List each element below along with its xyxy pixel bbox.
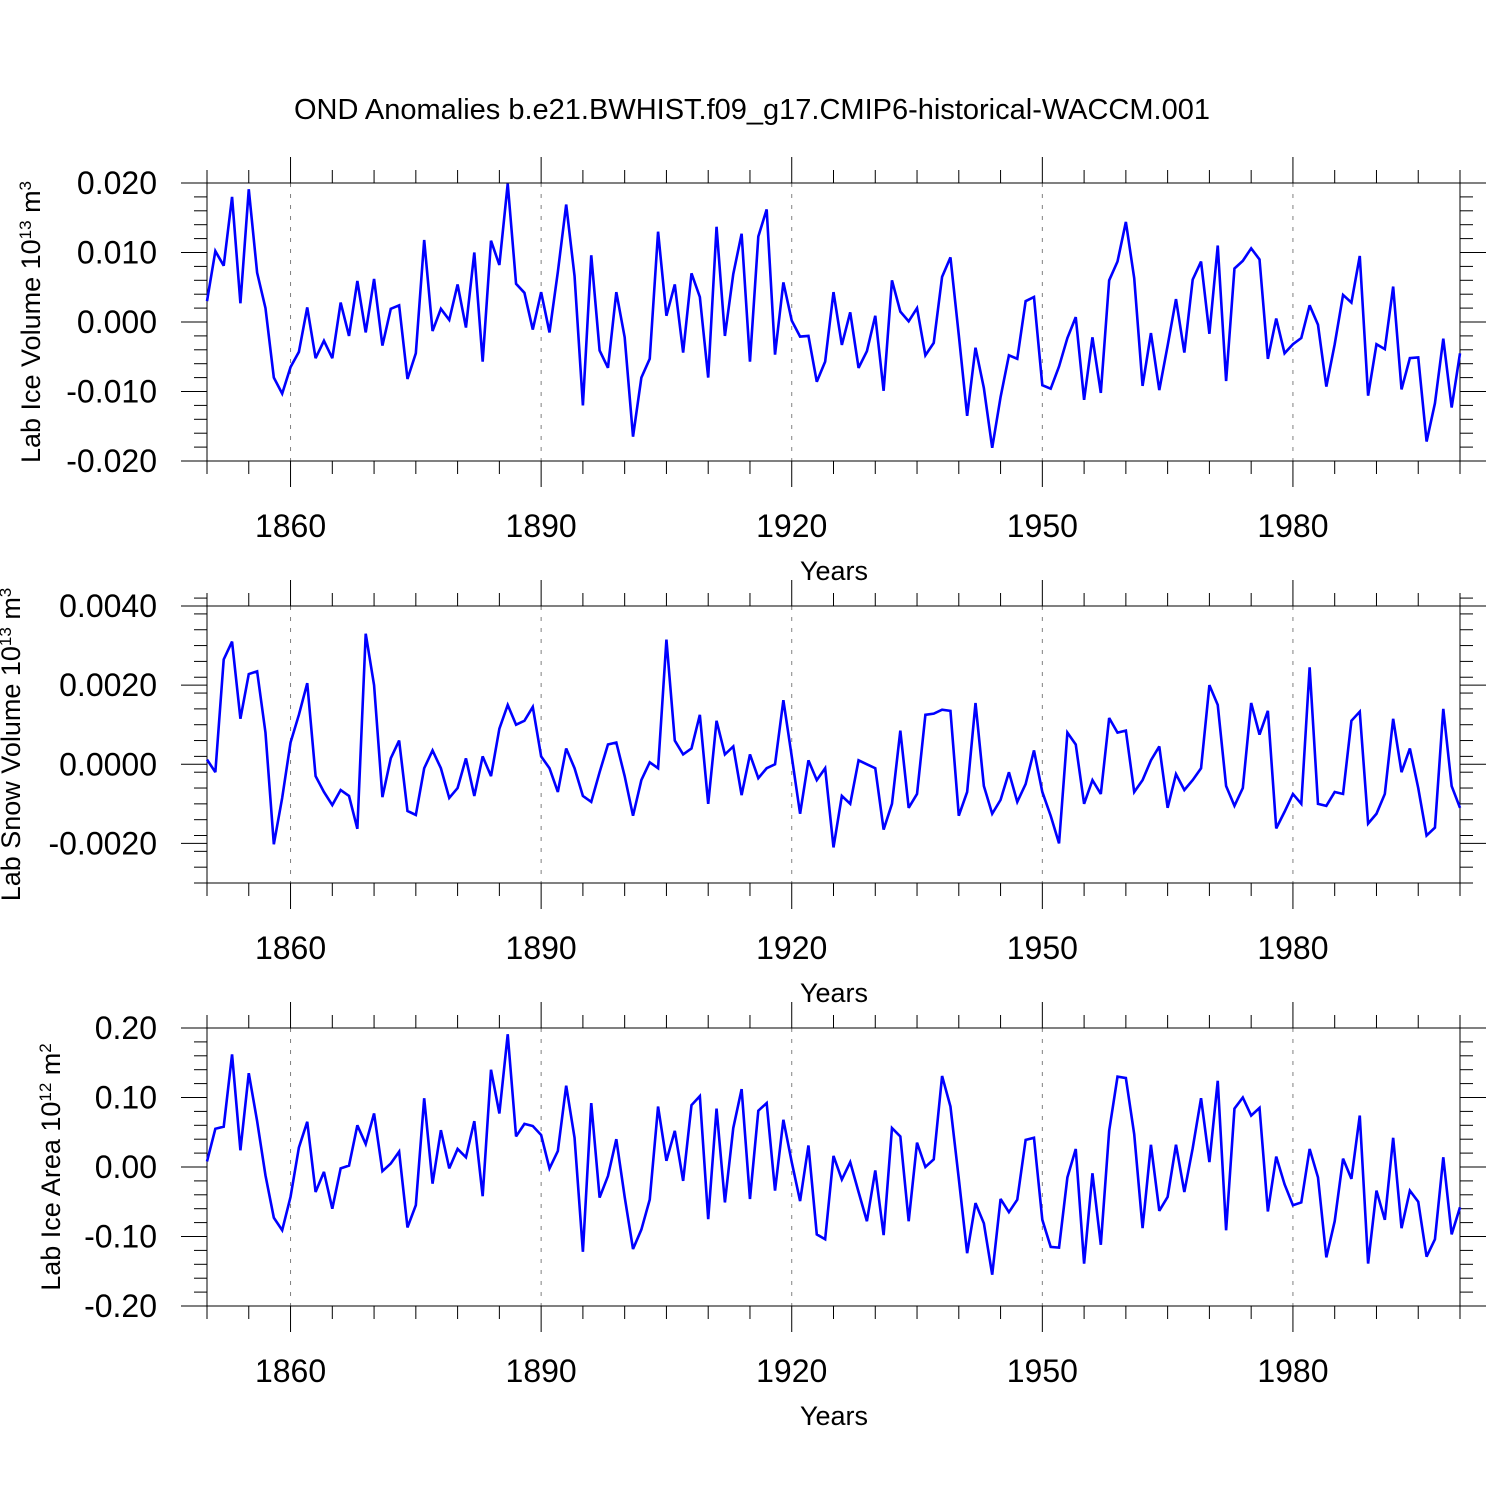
panel-2: 1860 1890 1920 1950 1980 Years 0.0040 0.0020 0.0… [0, 580, 1486, 1008]
y-axis-label-text: Lab Ice Area 10 [36, 1102, 66, 1291]
y-tick-label: 0.10 [95, 1080, 157, 1116]
y-axis-label-superscript: 2 [36, 1043, 55, 1052]
y-tick-label: 0.0040 [59, 588, 157, 624]
y-axis-label: Lab Snow Volume 1013 m3 [0, 588, 26, 902]
y-tick-label: 0.010 [77, 235, 157, 271]
x-tick-label: 1920 [756, 508, 827, 544]
x-tick-label: 1980 [1257, 930, 1328, 966]
y-tick-label: 0.0000 [59, 746, 157, 782]
y-tick-label: 0.020 [77, 165, 157, 201]
x-tick-label: 1860 [255, 1353, 326, 1389]
y-tick-label: -0.020 [66, 443, 157, 479]
y-axis-label-text: Lab Ice Volume 10 [16, 239, 46, 463]
x-axis-label: Years [800, 978, 868, 1008]
series-line-lab-snow-volume [205, 633, 1462, 848]
x-tick-label: 1890 [506, 930, 577, 966]
y-axis-label: Lab Ice Area 1012 m2 [36, 1043, 67, 1291]
x-tick-label: 1950 [1007, 930, 1078, 966]
x-tick-label: 1980 [1257, 1353, 1328, 1389]
panel-1: 1860 1890 1920 1950 1980 Years 0.020 0.010 0.000… [16, 157, 1486, 586]
y-axis-label-superscript: 3 [0, 588, 15, 597]
y-tick-label: -0.0020 [48, 825, 157, 861]
y-axis-label-superscript: 3 [16, 181, 35, 190]
x-tick-label: 1920 [756, 1353, 827, 1389]
x-tick-label: 1980 [1257, 508, 1328, 544]
y-tick-label: -0.20 [84, 1288, 157, 1324]
y-tick-label: 0.00 [95, 1149, 157, 1185]
x-axis-label: Years [800, 1401, 868, 1431]
x-tick-label: 1860 [255, 508, 326, 544]
x-tick-label: 1950 [1007, 1353, 1078, 1389]
y-tick-label: 0.20 [95, 1010, 157, 1046]
y-tick-label: -0.10 [84, 1219, 157, 1255]
x-tick-label: 1890 [506, 1353, 577, 1389]
x-tick-label: 1950 [1007, 508, 1078, 544]
y-tick-label: -0.010 [66, 374, 157, 410]
x-tick-label: 1890 [506, 508, 577, 544]
y-axis-label-text: m [16, 190, 46, 220]
y-axis-label-text: m [36, 1053, 66, 1083]
x-axis-label: Years [800, 556, 868, 586]
series-line-lab-ice-volume [205, 183, 1462, 449]
y-axis-label-text: m [0, 597, 26, 627]
x-tick-label: 1920 [756, 930, 827, 966]
y-axis-label-superscript: 13 [0, 627, 15, 646]
series-line-lab-ice-area [205, 1034, 1462, 1275]
y-axis-label-superscript: 13 [16, 220, 35, 239]
panel-3: 1860 1890 1920 1950 1980 Years 0.20 0.10 0.00 -0.… [36, 1002, 1486, 1431]
y-axis-label: Lab Ice Volume 1013 m3 [16, 181, 47, 463]
y-axis-label-superscript: 12 [36, 1083, 55, 1102]
y-tick-label: 0.000 [77, 304, 157, 340]
chart-title: OND Anomalies b.e21.BWHIST.f09_g17.CMIP6… [294, 94, 1210, 126]
plot-frame [206, 182, 1461, 462]
y-axis-label-text: Lab Snow Volume 10 [0, 646, 26, 901]
y-tick-label: 0.0020 [59, 667, 157, 703]
x-tick-label: 1860 [255, 930, 326, 966]
